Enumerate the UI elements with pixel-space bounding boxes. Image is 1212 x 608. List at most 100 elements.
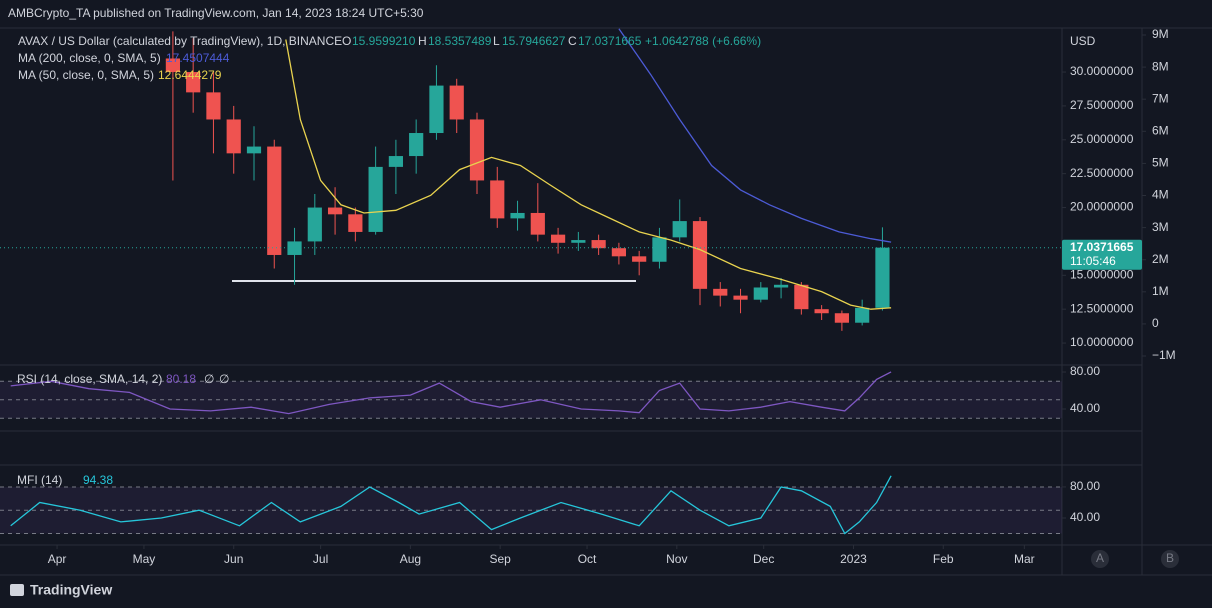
candle-body — [287, 241, 302, 255]
candle-body — [429, 85, 444, 134]
button-label[interactable]: A — [1096, 551, 1104, 565]
brand: TradingView — [10, 582, 112, 598]
x-tick-label: Oct — [578, 552, 597, 566]
marks — [0, 28, 1062, 535]
legend-value: 12.6444279 — [158, 68, 222, 82]
candle-body — [834, 313, 849, 323]
candle-body — [550, 234, 566, 243]
candle-body — [652, 237, 667, 262]
candle-body — [307, 207, 322, 242]
indicator-value: 94.38 — [83, 473, 113, 487]
y2-tick-label: 2M — [1152, 252, 1169, 266]
candle-body — [692, 221, 708, 289]
x-tick-label: May — [133, 552, 156, 566]
candle-body — [530, 212, 545, 235]
y-tick-label: 20.0000000 — [1070, 200, 1134, 214]
y-tick-label: 15.0000000 — [1070, 267, 1134, 281]
button[interactable] — [1091, 550, 1109, 568]
candle-body — [591, 240, 606, 249]
y-tick-label: 25.0000000 — [1070, 132, 1134, 146]
indicator-line — [10, 371, 892, 415]
candle-body — [814, 309, 829, 314]
candle-body — [267, 146, 282, 255]
x-tick-label: Jul — [313, 552, 328, 566]
y2-tick-label: 8M — [1152, 59, 1169, 73]
symbol: AVAX / US Dollar (calculated by TradingV… — [18, 34, 342, 48]
candle-body — [327, 207, 343, 215]
ohlc-value: 15.9599210 — [352, 34, 416, 48]
indicator-title: MFI (14) — [17, 473, 62, 487]
candle-body — [469, 119, 485, 181]
ohlc-value: 15.7946627 — [502, 34, 566, 48]
publisher: AMBCrypto_TA published on TradingView.co… — [8, 6, 424, 20]
y2-tick-label: 3M — [1152, 220, 1169, 234]
candle-body — [409, 133, 424, 157]
indicator-extra: ∅ — [204, 372, 214, 386]
y-tick-label: 30.0000000 — [1070, 64, 1134, 78]
candle-body — [875, 247, 890, 308]
ohlc-value: 18.5357489 — [428, 34, 492, 48]
y2-tick-label: 0 — [1152, 316, 1159, 330]
legend-name: MA (200, close, 0, SMA, 5) — [18, 51, 161, 65]
candle-body — [206, 92, 221, 120]
y-tick-label: 80.00 — [1070, 479, 1100, 493]
x-tick-label: Feb — [933, 552, 954, 566]
button-label[interactable]: B — [1166, 551, 1174, 565]
y2-tick-label: 4M — [1152, 188, 1169, 202]
ohlc-label: O — [342, 34, 351, 48]
candle-body — [773, 284, 789, 288]
x-tick-label: 2023 — [840, 552, 867, 566]
x-tick-label: Nov — [666, 552, 687, 566]
x-tick-label: Jun — [224, 552, 243, 566]
ohlc-label: C — [568, 34, 577, 48]
candle-body — [753, 287, 768, 300]
candle-body — [490, 180, 505, 219]
legend-name: MA (50, close, 0, SMA, 5) — [18, 68, 154, 82]
y-tick-label: 10.0000000 — [1070, 335, 1134, 349]
moving-average — [618, 28, 892, 243]
candle-body — [348, 214, 363, 232]
brand-name: TradingView — [30, 582, 112, 598]
ohlc-label: L — [493, 34, 500, 48]
indicator-title: RSI (14, close, SMA, 14, 2) — [17, 372, 162, 386]
y-tick-label: 12.5000000 — [1070, 301, 1134, 315]
y-tick-label: 22.5000000 — [1070, 166, 1134, 180]
last-price-label: 17.0371665 — [1070, 240, 1134, 254]
candle-body — [449, 85, 464, 120]
legend-value: 17.4507444 — [166, 51, 230, 65]
moving-average — [285, 39, 892, 310]
x-tick-label: Sep — [489, 552, 511, 566]
countdown: 11:05:46 — [1070, 254, 1116, 268]
y-tick-label: 80.00 — [1070, 364, 1100, 378]
candle-body — [672, 221, 687, 238]
ohlc-label: H — [418, 34, 427, 48]
candle-body — [368, 166, 383, 232]
button[interactable] — [1161, 550, 1179, 568]
candle-body — [165, 58, 180, 73]
candle-body — [388, 156, 403, 167]
logo — [10, 584, 24, 596]
y2-tick-label: 9M — [1152, 27, 1169, 41]
candle-body — [186, 72, 201, 93]
y-tick-label: 27.5000000 — [1070, 98, 1134, 112]
last-price-box — [1062, 239, 1142, 270]
indicator-extra: ∅ — [219, 372, 229, 386]
change: +1.0642788 (+6.66%) — [645, 34, 761, 48]
y2-tick-label: 7M — [1152, 91, 1169, 105]
indicator-line — [10, 475, 892, 535]
candle-body — [733, 295, 748, 300]
y-tick-label: 40.00 — [1070, 401, 1100, 415]
candle-body — [632, 256, 647, 262]
candle-body — [571, 240, 586, 243]
candle-body — [713, 288, 728, 296]
x-tick-label: Aug — [400, 552, 421, 566]
candle-body — [794, 284, 809, 310]
x-tick-label: Mar — [1014, 552, 1035, 566]
indicator-value: 80.18 — [166, 372, 196, 386]
ohlc-value: 17.0371665 — [578, 34, 642, 48]
y2-tick-label: 6M — [1152, 123, 1169, 137]
candle-body — [855, 307, 870, 323]
